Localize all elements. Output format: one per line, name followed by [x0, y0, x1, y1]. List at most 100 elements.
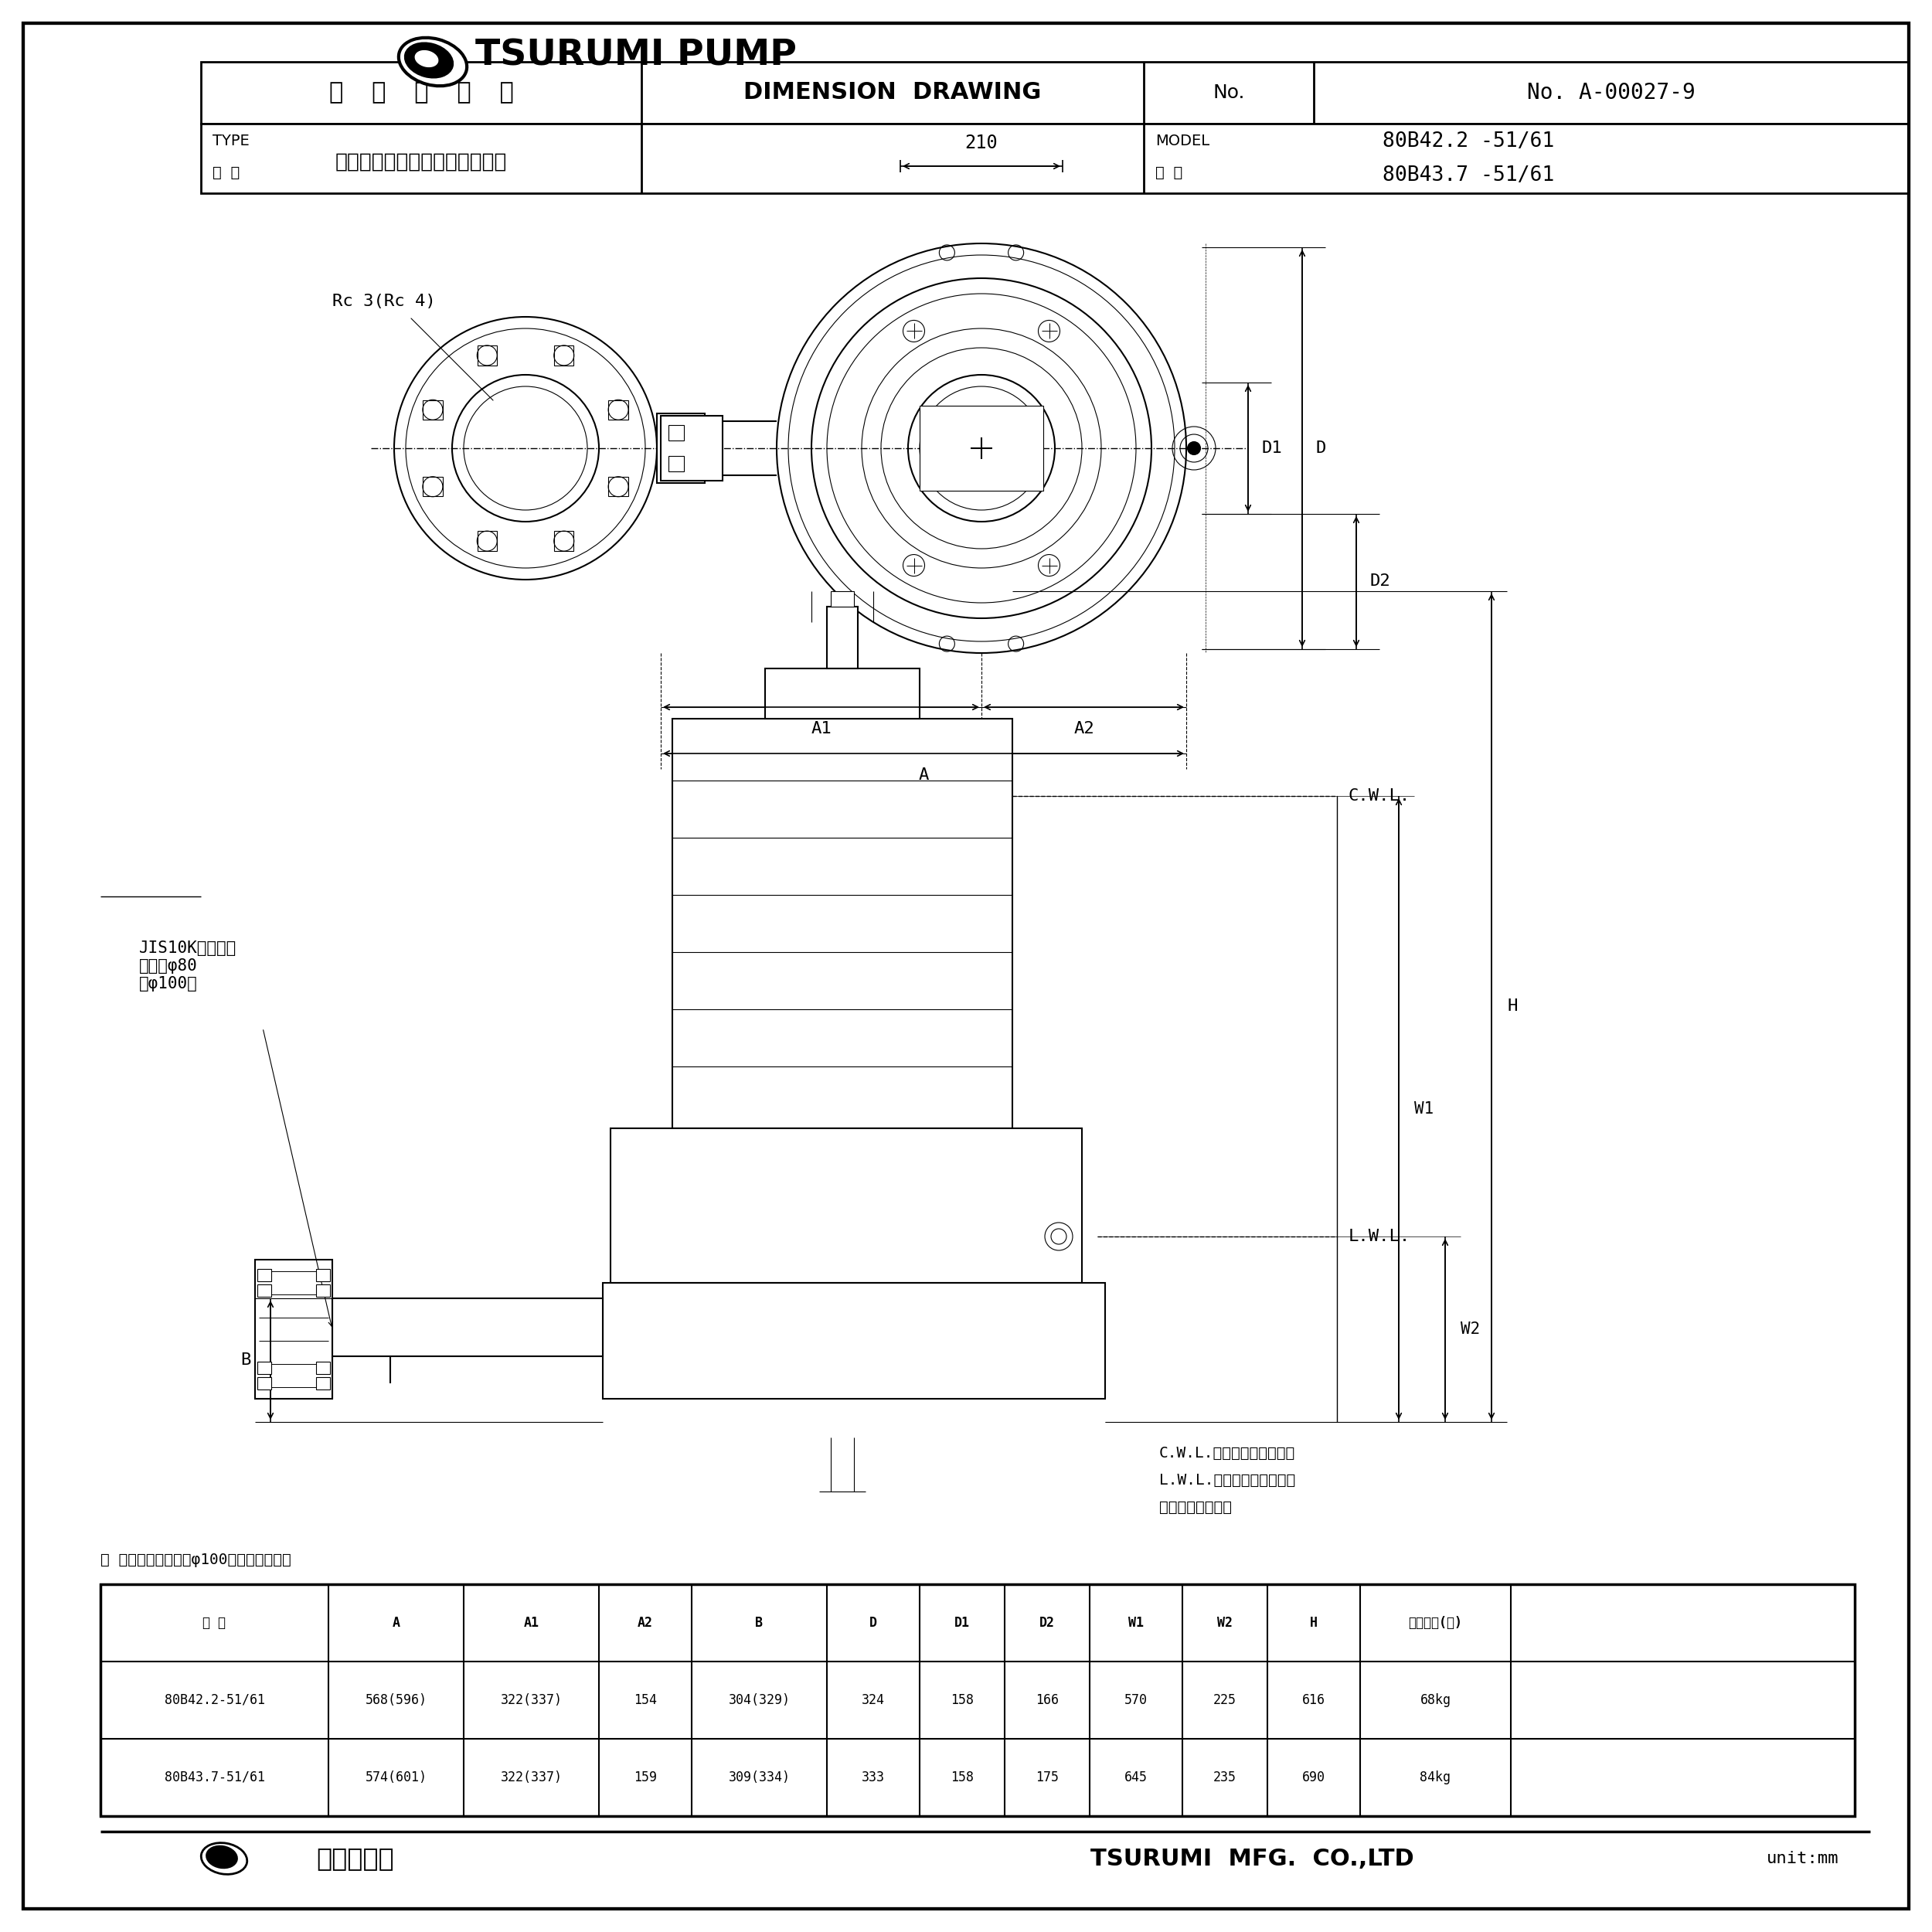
Bar — [827, 607, 858, 668]
Bar — [668, 425, 684, 440]
Bar — [201, 62, 1909, 124]
Text: 概算質量(※): 概算質量(※) — [1408, 1615, 1463, 1631]
Text: 210: 210 — [964, 133, 999, 153]
Bar — [255, 1260, 332, 1399]
Text: 154: 154 — [634, 1692, 657, 1708]
Text: 80B42.2-51/61: 80B42.2-51/61 — [164, 1692, 265, 1708]
Text: 645: 645 — [1124, 1770, 1148, 1785]
Ellipse shape — [415, 50, 439, 68]
Text: 159: 159 — [634, 1770, 657, 1785]
Bar — [317, 1378, 330, 1389]
Bar — [661, 415, 723, 481]
Text: ※ケーブルは除く: ※ケーブルは除く — [1159, 1499, 1233, 1515]
Bar — [317, 1269, 330, 1281]
Ellipse shape — [201, 1843, 247, 1874]
Text: 80B43.7-51/61: 80B43.7-51/61 — [164, 1770, 265, 1785]
Bar — [100, 1584, 1855, 1816]
Text: +: + — [978, 460, 985, 475]
Text: D1: D1 — [1262, 440, 1283, 456]
Text: W1: W1 — [1414, 1101, 1434, 1117]
Bar — [611, 1128, 1082, 1283]
Bar — [831, 591, 854, 607]
Text: TSURUMI PUMP: TSURUMI PUMP — [475, 39, 796, 73]
Text: W1: W1 — [1128, 1615, 1144, 1631]
Text: 235: 235 — [1213, 1770, 1236, 1785]
Text: DIMENSION  DRAWING: DIMENSION DRAWING — [744, 81, 1041, 104]
Text: A2: A2 — [1074, 721, 1094, 736]
Text: D1: D1 — [954, 1615, 970, 1631]
Text: 158: 158 — [951, 1692, 974, 1708]
Text: H: H — [1310, 1615, 1318, 1631]
Text: 175: 175 — [1036, 1770, 1059, 1785]
Text: TYPE: TYPE — [213, 133, 249, 149]
Text: 225: 225 — [1213, 1692, 1236, 1708]
Ellipse shape — [406, 43, 452, 77]
Text: 690: 690 — [1302, 1770, 1325, 1785]
Text: 322(337): 322(337) — [500, 1770, 562, 1785]
Text: 80B43.7 -51/61: 80B43.7 -51/61 — [1383, 166, 1553, 185]
Text: 158: 158 — [951, 1770, 974, 1785]
Text: 外  形  寸  法  図: 外 形 寸 法 図 — [328, 81, 514, 104]
Text: A: A — [392, 1615, 400, 1631]
Text: 汚物用水中ノンクロッグポンプ: 汚物用水中ノンクロッグポンプ — [336, 153, 506, 172]
Text: unit:mm: unit:mm — [1768, 1851, 1839, 1866]
Text: 309(334): 309(334) — [728, 1770, 790, 1785]
Text: （ ）内寸法は、口径φ100の場合を示す。: （ ）内寸法は、口径φ100の場合を示す。 — [100, 1553, 292, 1567]
Bar — [317, 1362, 330, 1374]
Text: L.W.L.: L.W.L. — [1349, 1229, 1410, 1244]
Circle shape — [974, 440, 989, 456]
Text: 333: 333 — [862, 1770, 885, 1785]
Text: 324: 324 — [862, 1692, 885, 1708]
Text: Rc 3(Rc 4): Rc 3(Rc 4) — [332, 294, 437, 309]
Text: 型 式: 型 式 — [203, 1615, 226, 1631]
Bar — [332, 1298, 603, 1356]
Text: No.: No. — [1213, 83, 1244, 102]
Text: 鶴見製作所: 鶴見製作所 — [317, 1845, 394, 1872]
Bar — [672, 719, 1012, 1128]
Text: 570: 570 — [1124, 1692, 1148, 1708]
Bar — [201, 124, 1909, 193]
Text: B: B — [242, 1352, 251, 1368]
Text: D: D — [1316, 440, 1327, 456]
Text: No. A-00027-9: No. A-00027-9 — [1526, 81, 1696, 104]
Text: A2: A2 — [638, 1615, 653, 1631]
Text: W2: W2 — [1217, 1615, 1233, 1631]
Bar — [765, 668, 920, 719]
Text: C.W.L.：連続運転最低水位: C.W.L.：連続運転最低水位 — [1159, 1445, 1294, 1461]
Bar — [257, 1285, 270, 1296]
Text: 166: 166 — [1036, 1692, 1059, 1708]
Text: A1: A1 — [811, 721, 831, 736]
Text: D: D — [869, 1615, 877, 1631]
Bar — [920, 406, 1043, 491]
Ellipse shape — [207, 1847, 238, 1868]
Text: W2: W2 — [1461, 1321, 1480, 1337]
Text: A1: A1 — [524, 1615, 539, 1631]
Text: B: B — [755, 1615, 763, 1631]
Bar — [257, 1269, 270, 1281]
Text: +: + — [978, 421, 985, 437]
Text: 名 称: 名 称 — [213, 164, 240, 180]
Text: 322(337): 322(337) — [500, 1692, 562, 1708]
Text: A: A — [918, 767, 929, 782]
Text: H: H — [1507, 999, 1517, 1014]
Text: C.W.L.: C.W.L. — [1349, 788, 1410, 804]
Circle shape — [1188, 442, 1200, 454]
Text: D2: D2 — [1039, 1615, 1055, 1631]
Text: 568(596): 568(596) — [365, 1692, 427, 1708]
Bar — [257, 1378, 270, 1389]
Text: MODEL: MODEL — [1155, 133, 1209, 149]
Bar — [657, 413, 705, 483]
Text: 304(329): 304(329) — [728, 1692, 790, 1708]
Text: 型 式: 型 式 — [1155, 164, 1182, 180]
Bar — [257, 1362, 270, 1374]
Bar — [668, 456, 684, 471]
Text: 80B42.2 -51/61: 80B42.2 -51/61 — [1383, 131, 1553, 151]
Text: 84kg: 84kg — [1420, 1770, 1451, 1785]
Ellipse shape — [398, 39, 468, 85]
Bar — [317, 1285, 330, 1296]
Text: 574(601): 574(601) — [365, 1770, 427, 1785]
Text: JIS10Kフランジ
呼び径φ80
（φ100）: JIS10Kフランジ 呼び径φ80 （φ100） — [139, 941, 238, 991]
Text: 616: 616 — [1302, 1692, 1325, 1708]
Text: 68kg: 68kg — [1420, 1692, 1451, 1708]
Text: TSURUMI  MFG.  CO.,LTD: TSURUMI MFG. CO.,LTD — [1090, 1847, 1414, 1870]
